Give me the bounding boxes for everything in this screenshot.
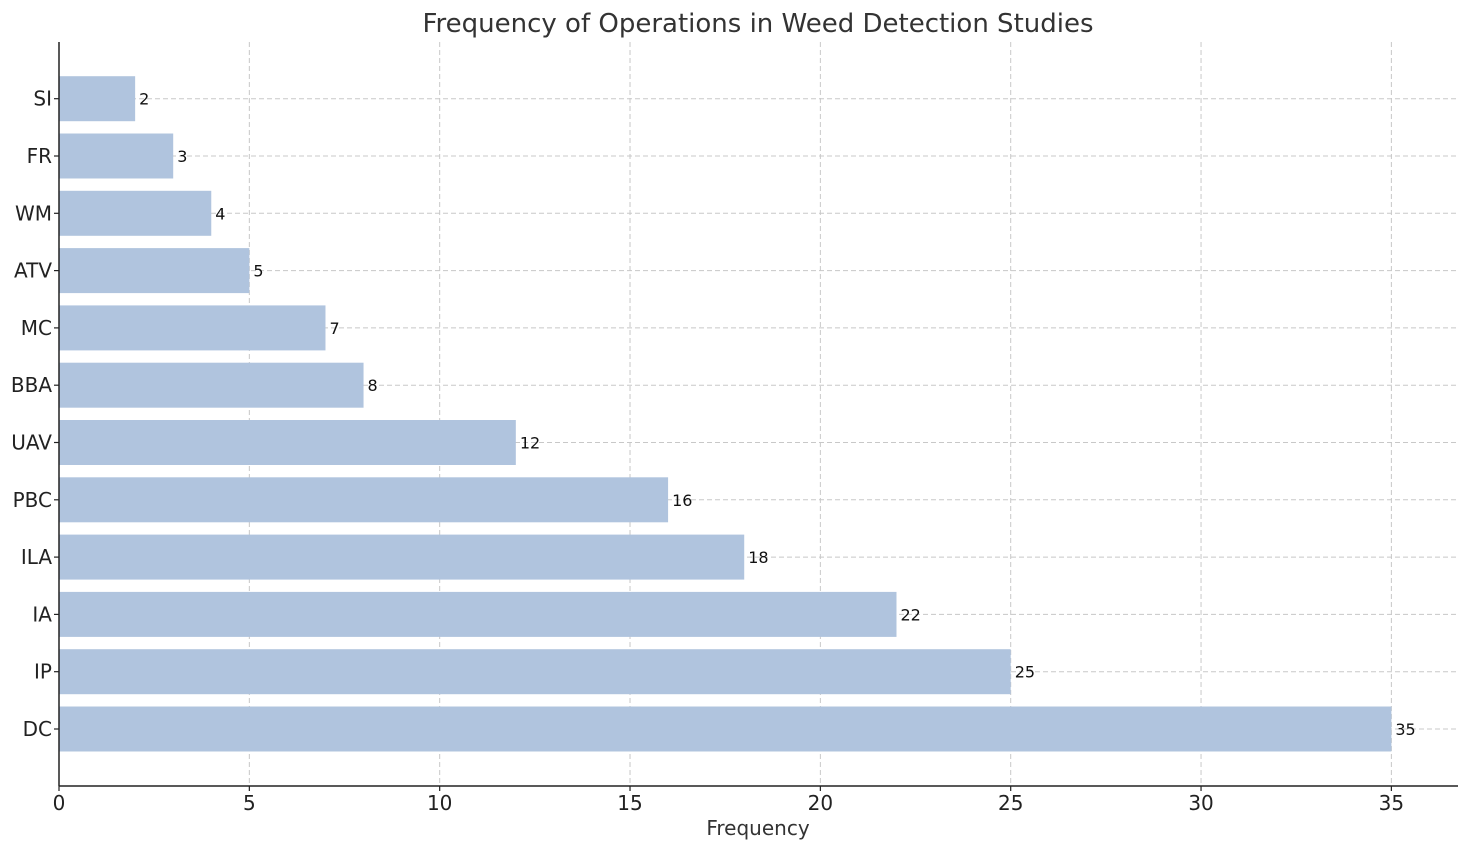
x-tick-label: 30 — [1188, 791, 1213, 815]
data-label-fr: 3 — [177, 147, 187, 166]
y-tick-label-ip: IP — [34, 660, 52, 684]
bar-atv — [59, 248, 250, 294]
x-tick-label: 0 — [53, 791, 66, 815]
data-labels: 35 25 22 18 16 12 8 7 5 4 3 2 — [139, 90, 1416, 739]
bar-ia — [59, 591, 897, 637]
data-label-wm: 4 — [215, 204, 225, 223]
y-tick-label-dc: DC — [23, 717, 52, 741]
data-label-dc: 35 — [1395, 720, 1415, 739]
x-tick-label: 25 — [998, 791, 1023, 815]
y-tick-label-mc: MC — [21, 316, 52, 340]
data-label-ia: 22 — [900, 605, 920, 624]
y-tick-labels: DC IP IA ILA PBC UAV BBA MC ATV WM FR SI — [11, 87, 52, 741]
bar-pbc — [59, 477, 669, 523]
y-tick-label-fr: FR — [27, 144, 53, 168]
y-tick-label-si: SI — [33, 87, 52, 111]
bar-si — [59, 76, 136, 122]
bar-fr — [59, 133, 174, 179]
data-label-ila: 18 — [748, 548, 768, 567]
y-tick-label-bba: BBA — [11, 373, 52, 397]
data-label-bba: 8 — [368, 376, 378, 395]
chart-title: Frequency of Operations in Weed Detectio… — [422, 9, 1093, 39]
data-label-pbc: 16 — [672, 491, 692, 510]
data-label-mc: 7 — [329, 319, 339, 338]
y-tick-label-uav: UAV — [11, 431, 52, 455]
y-tick-label-wm: WM — [15, 201, 52, 225]
x-tick-label: 20 — [808, 791, 833, 815]
x-axis-label: Frequency — [706, 816, 809, 840]
bar-bba — [59, 362, 364, 408]
bar-uav — [59, 420, 516, 465]
y-tick-label-atv: ATV — [14, 259, 52, 283]
data-label-uav: 12 — [520, 434, 540, 453]
axes — [54, 42, 1458, 791]
x-tick-label: 35 — [1379, 791, 1404, 815]
data-label-ip: 25 — [1015, 663, 1035, 682]
data-label-atv: 5 — [253, 262, 263, 281]
bar-mc — [59, 305, 326, 351]
data-label-si: 2 — [139, 90, 149, 109]
y-tick-label-ila: ILA — [21, 545, 53, 569]
bar-ip — [59, 649, 1011, 695]
x-tick-label: 5 — [243, 791, 256, 815]
bar-dc — [59, 706, 1392, 752]
y-tick-label-pbc: PBC — [13, 488, 52, 512]
x-tick-labels: 0 5 10 15 20 25 30 35 — [53, 791, 1404, 815]
x-tick-label: 10 — [427, 791, 452, 815]
bar-ila — [59, 534, 745, 580]
bar-wm — [59, 190, 212, 236]
x-tick-label: 15 — [617, 791, 642, 815]
y-tick-label-ia: IA — [32, 602, 52, 626]
bars — [59, 76, 1392, 752]
